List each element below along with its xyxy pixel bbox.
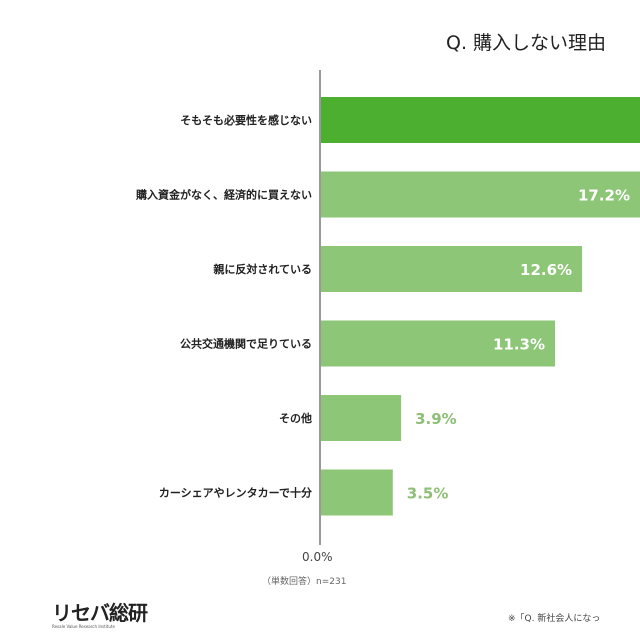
bar: [320, 97, 640, 143]
logo-subtext: Resale Value Research Institute: [52, 624, 115, 629]
bar: [320, 469, 393, 516]
bar: [320, 395, 402, 441]
value-label: 12.6%: [520, 261, 572, 279]
category-label: 親に反対されている: [213, 262, 312, 276]
category-label: 購入資金がなく、経済的に買えない: [135, 188, 312, 202]
value-label: 17.2%: [578, 187, 630, 205]
chart-title: Q. 購入しない理由: [446, 32, 607, 54]
value-label: 3.9%: [415, 410, 457, 428]
footnote: ※「Q. 新社会人になっ: [508, 614, 601, 624]
category-label: 公共交通機関で足りている: [180, 337, 312, 351]
bar: [320, 246, 583, 292]
category-label: カーシェアやレンタカーで十分: [159, 486, 312, 500]
brand-logo: リセバ総研 Resale Value Research Institute: [52, 597, 148, 629]
category-label: その他: [279, 411, 312, 425]
x-tick-label: 0.0%: [302, 550, 333, 564]
bar: [320, 320, 556, 367]
sample-note: （単数回答）n=231: [262, 577, 347, 587]
bar: [320, 171, 640, 218]
value-label: 11.3%: [493, 336, 545, 354]
logo-text: リセバ総研: [52, 601, 148, 625]
value-label: 3.5%: [407, 485, 449, 503]
category-label: そもそも必要性を感じない: [180, 113, 312, 127]
